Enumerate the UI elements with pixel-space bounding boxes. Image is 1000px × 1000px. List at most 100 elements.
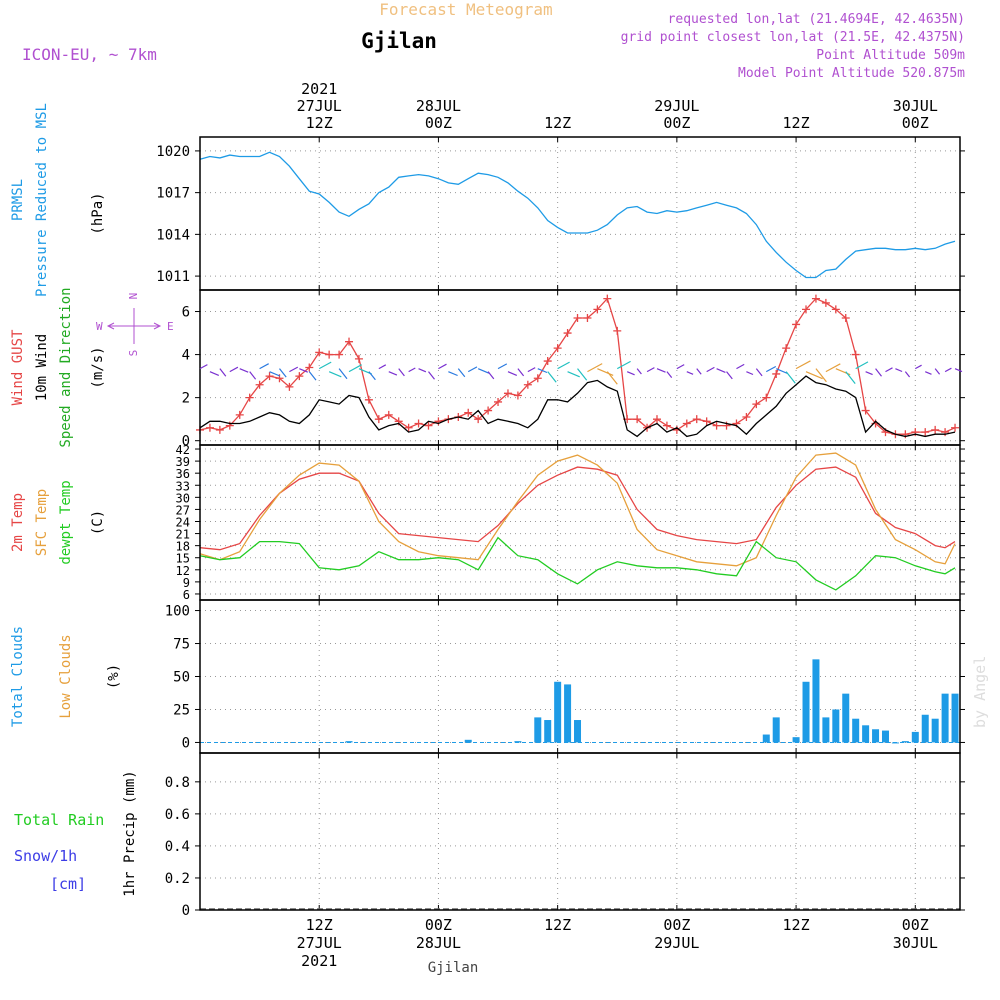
cloud-bar: [574, 720, 582, 743]
gust-marker: [235, 410, 244, 419]
gust-marker: [464, 408, 473, 417]
panel-frame: [199, 289, 961, 446]
gust-marker: [811, 294, 820, 303]
wind-arrow: [726, 371, 733, 380]
cloud-bar: [911, 731, 919, 743]
panel-clouds: 0 25 50 75 100 Total Clouds Low Clouds (%): [10, 599, 965, 754]
chart-title: Forecast Meteogram: [379, 0, 552, 19]
compass-e: E: [167, 320, 174, 333]
gust-marker: [215, 425, 224, 434]
gust-marker: [305, 363, 314, 372]
wind-arrow: [915, 364, 922, 370]
precip-label: [cm]: [50, 875, 86, 893]
gust-marker: [354, 354, 363, 363]
y-tick-label: 1011: [156, 269, 190, 285]
wind-arrow: [885, 367, 893, 373]
y-tick-label: 0.2: [165, 871, 190, 887]
cloud-bar: [901, 741, 909, 743]
wind-arrow: [229, 366, 239, 373]
cloud-bar: [802, 681, 810, 743]
y-tick-label: 9: [183, 576, 190, 590]
wind-arrow: [686, 371, 694, 375]
top-time-label: 00Z: [902, 114, 929, 132]
wind-arrow: [676, 364, 685, 370]
gust-marker: [762, 393, 771, 402]
bottom-time-label: 29JUL: [654, 934, 699, 952]
wind-arrow: [716, 368, 726, 373]
y-tick-label: 42: [176, 443, 190, 457]
series-line: [199, 151, 956, 279]
y-tick-label: 24: [176, 515, 190, 529]
panel-frame: [199, 752, 961, 911]
top-time-label: 30JUL: [893, 97, 938, 115]
y-tick-label: 36: [176, 467, 190, 481]
unit-label: (C): [90, 510, 106, 535]
model-altitude: Model Point Altitude 520.875m: [738, 66, 965, 81]
gust-marker: [543, 357, 552, 366]
wind-arrow: [259, 363, 269, 370]
wind-arrow: [706, 366, 715, 373]
gust-marker: [752, 400, 761, 409]
header: ICON-EU, ~ 7km Forecast Meteogram Gjilan…: [22, 0, 965, 81]
panel-precip: 0 0.2 0.4 0.6 0.8 Total Rain Snow/1h [cm] 1hr Pr…: [14, 752, 965, 919]
bottom-time-label: 2021: [301, 952, 337, 970]
gust-marker: [315, 348, 324, 357]
footer-location: Gjilan: [428, 960, 479, 976]
wind-arrow: [199, 364, 208, 370]
cloud-bar: [534, 717, 542, 743]
gust-marker: [424, 421, 433, 430]
top-time-label: 28JUL: [416, 97, 461, 115]
wind-arrow: [308, 371, 317, 381]
gust-marker: [772, 369, 781, 378]
gust-marker: [831, 305, 840, 314]
gust-marker: [712, 421, 721, 430]
y-tick-label: 0: [182, 735, 190, 751]
bottom-time-label: 00Z: [425, 916, 452, 934]
gust-marker: [205, 423, 214, 432]
gust-marker: [384, 410, 393, 419]
gust-marker: [533, 374, 542, 383]
precip-label: Total Rain: [14, 811, 104, 829]
unit-label: (m/s): [90, 346, 106, 388]
wind-arrow: [895, 368, 903, 373]
cloud-bar: [832, 709, 840, 743]
cloud-bar: [862, 725, 870, 743]
gust-marker: [593, 305, 602, 314]
wind-arrow: [616, 360, 631, 370]
top-time-label: 29JUL: [654, 97, 699, 115]
cloud-bar: [544, 720, 552, 743]
cloud-bar: [951, 693, 959, 743]
bottom-time-label: 12Z: [544, 916, 571, 934]
cloud-bar: [564, 684, 572, 743]
wind-arrow: [825, 363, 841, 373]
gust-marker: [414, 419, 423, 428]
panel-frame: [199, 444, 961, 601]
y-tick-label: 12: [176, 564, 190, 578]
wind-arrow: [934, 368, 941, 375]
gust-marker: [821, 298, 830, 307]
wind-arrow: [289, 366, 299, 373]
precip-label: Snow/1h: [14, 847, 77, 865]
wind-arrow: [497, 363, 508, 370]
gust-marker: [931, 425, 940, 434]
gust-marker: [583, 313, 592, 322]
wind-arrow: [507, 371, 518, 376]
panel-label: 10m Wind: [34, 334, 50, 401]
cloud-bar: [931, 718, 939, 743]
wind-arrow: [448, 371, 458, 377]
y-tick-label: 0.6: [165, 807, 190, 823]
wind-arrow: [318, 361, 332, 370]
cloud-bar: [812, 659, 820, 743]
wind-arrow: [924, 371, 932, 375]
gust-marker: [841, 313, 850, 322]
wind-arrow: [547, 371, 557, 383]
cloud-bar: [792, 737, 800, 743]
wind-arrow: [338, 368, 348, 380]
gust-marker: [682, 419, 691, 428]
unit-label: (hPa): [90, 192, 106, 234]
cloud-bar: [881, 730, 889, 743]
y-tick-label: 33: [176, 479, 190, 493]
